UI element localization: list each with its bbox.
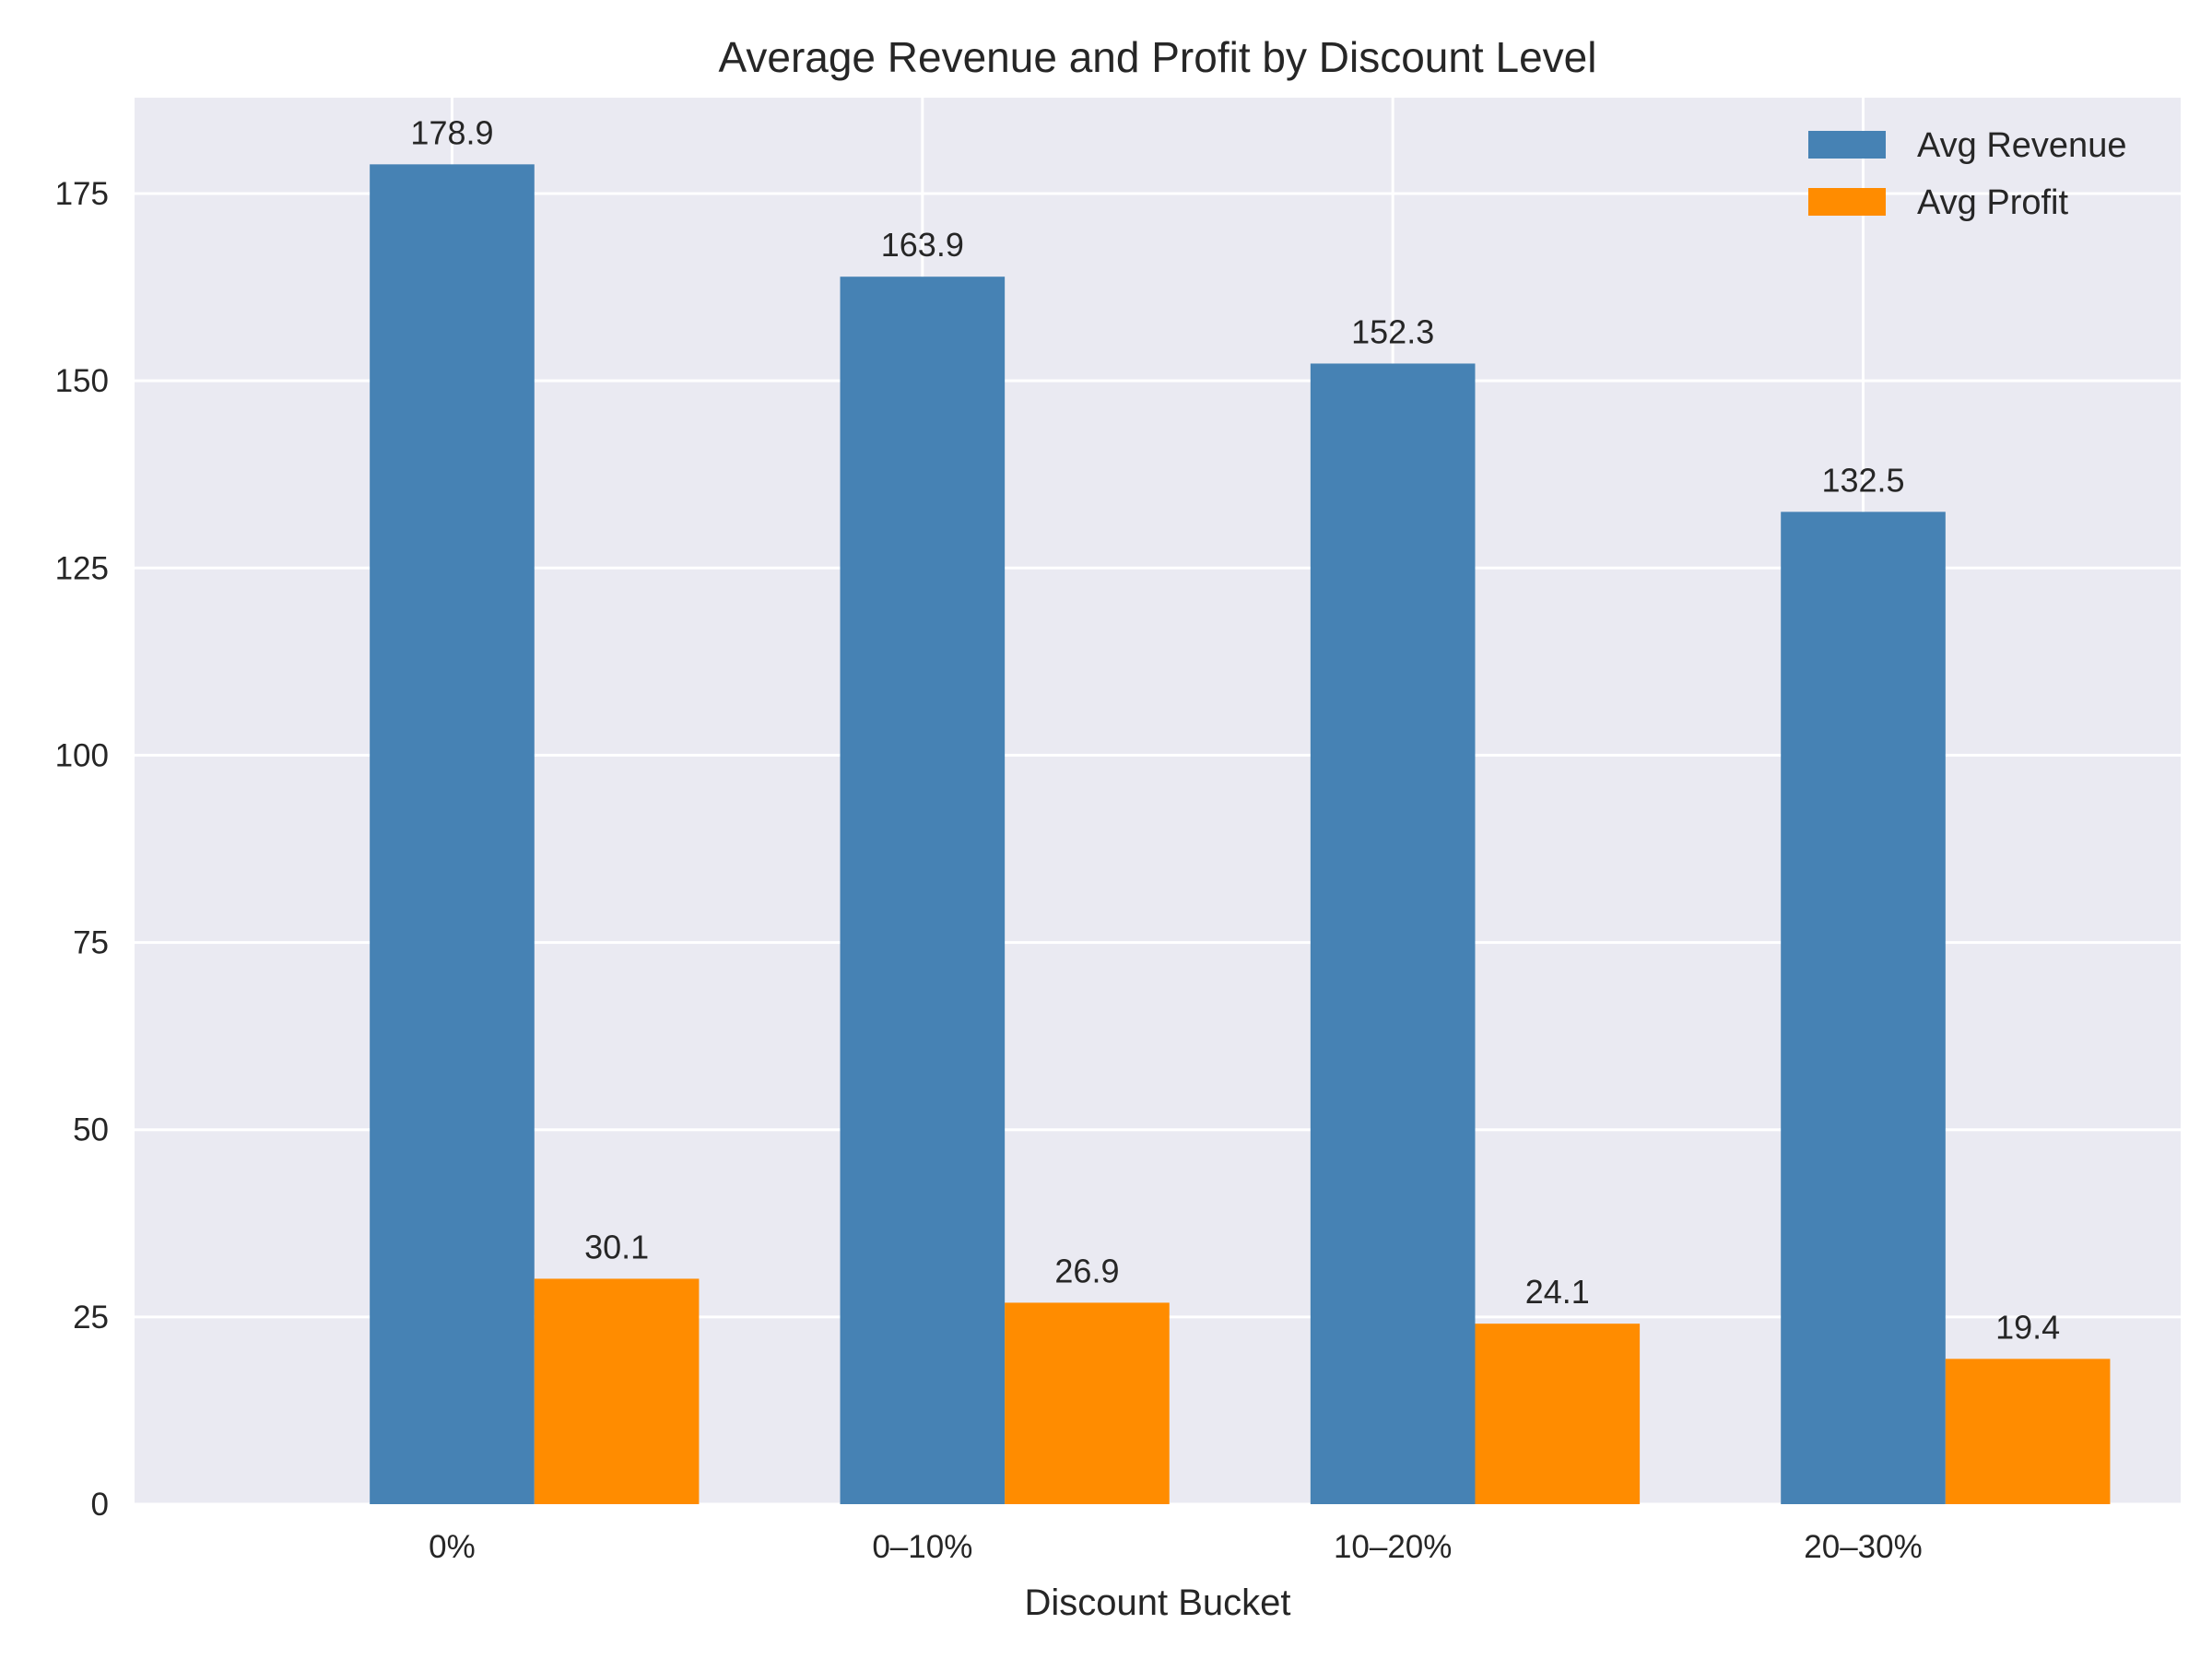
x-axis-title: Discount Bucket	[1024, 1583, 1290, 1623]
y-axis-ticks: 0 25 50 75 100 125 150 175	[55, 176, 109, 1523]
bar-value-label: 19.4	[1995, 1308, 2060, 1346]
bar-value-label: 132.5	[1821, 461, 1904, 499]
y-tick-label: 175	[55, 176, 109, 212]
bar-value-label: 178.9	[410, 113, 493, 151]
bar-value-label: 24.1	[1525, 1273, 1590, 1311]
bar-value-label: 30.1	[584, 1228, 649, 1265]
x-tick-label: 20–30%	[1804, 1529, 1922, 1565]
bar-profit	[1945, 1359, 2111, 1504]
y-tick-label: 125	[55, 550, 109, 586]
x-tick-label: 0–10%	[872, 1529, 972, 1565]
legend-label: Avg Profit	[1917, 183, 2068, 222]
bar-revenue	[840, 276, 1006, 1505]
chart-title: Average Revenue and Profit by Discount L…	[719, 33, 1597, 81]
bar-revenue	[1310, 363, 1476, 1504]
bar-revenue	[370, 164, 535, 1505]
bars	[370, 164, 2111, 1505]
y-tick-label: 75	[73, 925, 109, 961]
bar-profit	[534, 1278, 700, 1504]
x-axis-ticks: 0% 0–10% 10–20% 20–30%	[429, 1529, 1923, 1565]
legend: Avg Revenue Avg Profit	[1808, 126, 2126, 222]
y-tick-label: 50	[73, 1112, 109, 1148]
bar-profit	[1005, 1302, 1170, 1504]
y-tick-label: 0	[91, 1487, 109, 1523]
bar-revenue	[1781, 512, 1946, 1504]
x-tick-label: 0%	[429, 1529, 476, 1565]
y-tick-label: 100	[55, 737, 109, 773]
y-tick-label: 150	[55, 363, 109, 399]
y-tick-label: 25	[73, 1300, 109, 1335]
data-labels: 178.9 163.9 152.3 132.5 30.1 26.9 24.1 19.4	[410, 113, 2060, 1346]
legend-swatch-revenue	[1808, 131, 1886, 159]
bar-value-label: 163.9	[881, 226, 964, 264]
bar-profit	[1475, 1324, 1641, 1504]
legend-label: Avg Revenue	[1917, 126, 2126, 165]
legend-swatch-profit	[1808, 188, 1886, 216]
bar-value-label: 152.3	[1351, 312, 1434, 350]
bar-value-label: 26.9	[1054, 1252, 1119, 1289]
x-tick-label: 10–20%	[1334, 1529, 1452, 1565]
